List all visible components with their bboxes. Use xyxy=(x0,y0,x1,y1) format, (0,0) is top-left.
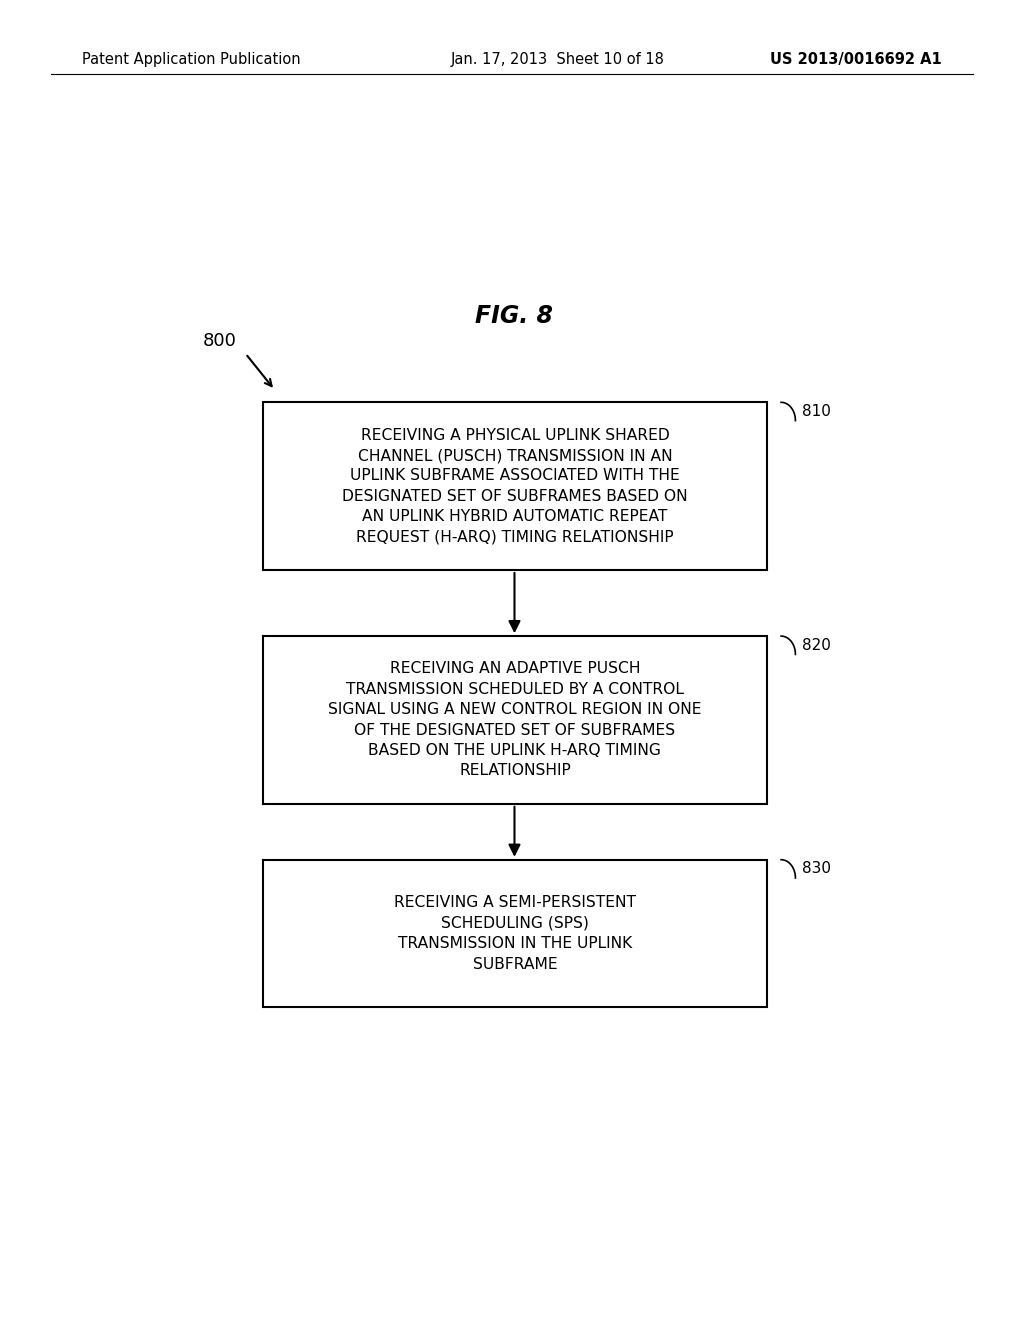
Text: RECEIVING AN ADAPTIVE PUSCH
TRANSMISSION SCHEDULED BY A CONTROL
SIGNAL USING A N: RECEIVING AN ADAPTIVE PUSCH TRANSMISSION… xyxy=(328,661,701,779)
Text: FIG. 8: FIG. 8 xyxy=(475,304,554,327)
Bar xyxy=(263,859,767,1007)
Text: 800: 800 xyxy=(203,333,237,350)
Text: 830: 830 xyxy=(802,862,830,876)
Bar xyxy=(263,403,767,570)
Text: RECEIVING A PHYSICAL UPLINK SHARED
CHANNEL (PUSCH) TRANSMISSION IN AN
UPLINK SUB: RECEIVING A PHYSICAL UPLINK SHARED CHANN… xyxy=(342,428,688,545)
Text: Jan. 17, 2013  Sheet 10 of 18: Jan. 17, 2013 Sheet 10 of 18 xyxy=(451,51,665,67)
Text: 810: 810 xyxy=(802,404,830,418)
Text: Patent Application Publication: Patent Application Publication xyxy=(82,51,301,67)
Text: 820: 820 xyxy=(802,638,830,653)
Bar xyxy=(263,636,767,804)
Text: RECEIVING A SEMI-PERSISTENT
SCHEDULING (SPS)
TRANSMISSION IN THE UPLINK
SUBFRAME: RECEIVING A SEMI-PERSISTENT SCHEDULING (… xyxy=(394,895,636,972)
Text: US 2013/0016692 A1: US 2013/0016692 A1 xyxy=(770,51,942,67)
